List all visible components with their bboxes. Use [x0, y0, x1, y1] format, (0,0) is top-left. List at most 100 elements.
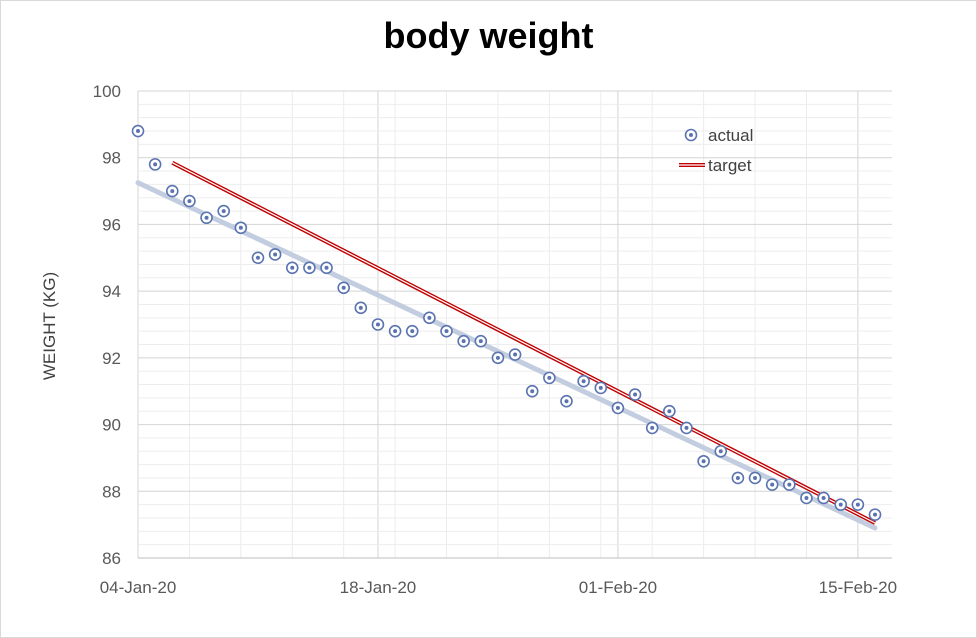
- data-point-center: [838, 502, 843, 507]
- data-point-center: [787, 482, 792, 487]
- data-point: [697, 454, 710, 468]
- data-point: [817, 491, 830, 505]
- data-point: [560, 394, 573, 408]
- data-point: [320, 261, 333, 275]
- data-point: [543, 371, 556, 385]
- data-point-center: [255, 255, 260, 260]
- x-tick-label: 01-Feb-20: [579, 578, 657, 597]
- data-point-center: [855, 502, 860, 507]
- y-tick-label: 88: [102, 482, 121, 501]
- y-tick-label: 100: [93, 82, 121, 101]
- data-point-center: [667, 409, 672, 414]
- data-point-center: [375, 322, 380, 327]
- legend-label-actual: actual: [708, 126, 753, 145]
- data-point-center: [513, 352, 518, 357]
- data-point: [765, 478, 779, 491]
- data-point-center: [187, 199, 192, 204]
- y-tick-label: 86: [102, 549, 121, 568]
- y-tick-label: 92: [102, 349, 121, 368]
- data-point: [525, 384, 539, 398]
- data-point-center: [393, 329, 398, 334]
- data-point-center: [598, 385, 603, 390]
- data-point-center: [410, 329, 415, 334]
- data-point-center: [804, 495, 809, 500]
- data-point-center: [615, 405, 620, 410]
- data-point: [440, 324, 453, 338]
- data-point: [731, 471, 745, 485]
- data-point: [508, 348, 522, 361]
- data-point-center: [478, 339, 483, 344]
- y-axis-label: WEIGHT (KG): [40, 272, 59, 380]
- target-line-inner: [172, 162, 876, 524]
- data-point-center: [290, 265, 295, 270]
- data-point-center: [324, 265, 329, 270]
- y-tick-label: 90: [102, 416, 121, 435]
- data-point: [577, 374, 590, 388]
- data-point-center: [307, 265, 312, 270]
- chart-title: body weight: [383, 15, 594, 56]
- data-point-center: [495, 355, 500, 360]
- data-point-center: [358, 305, 363, 310]
- legend-marker-actual-center: [689, 133, 693, 137]
- data-point: [268, 248, 282, 261]
- legend-item-actual: actual: [684, 126, 753, 145]
- x-tick-label: 15-Feb-20: [819, 578, 897, 597]
- data-point: [491, 351, 505, 365]
- data-point-center: [273, 252, 278, 257]
- data-point: [645, 421, 659, 435]
- data-point-center: [427, 315, 432, 320]
- data-point: [337, 281, 350, 295]
- data-point: [594, 381, 608, 395]
- data-point-center: [238, 225, 243, 230]
- data-point-center: [735, 475, 740, 480]
- legend-item-target: target: [679, 156, 752, 175]
- trendline: [135, 180, 878, 531]
- data-point: [303, 261, 316, 275]
- data-point-center: [547, 375, 552, 380]
- data-point-center: [204, 215, 209, 220]
- data-point: [783, 478, 796, 491]
- data-point: [388, 324, 402, 338]
- data-point-center: [564, 399, 569, 404]
- data-point-center: [770, 482, 775, 487]
- data-point: [285, 261, 299, 275]
- data-point: [663, 404, 676, 418]
- data-point-center: [581, 379, 586, 384]
- data-point-center: [444, 329, 449, 334]
- data-point-center: [684, 425, 689, 430]
- data-point: [714, 444, 728, 458]
- data-point: [868, 508, 882, 521]
- y-tick-label: 98: [102, 149, 121, 168]
- data-point-center: [153, 162, 158, 167]
- data-point-center: [461, 339, 466, 344]
- data-point-center: [821, 495, 826, 500]
- x-tick-label: 18-Jan-20: [340, 578, 417, 597]
- data-point-center: [530, 389, 535, 394]
- y-tick-label: 96: [102, 215, 121, 234]
- data-point: [405, 324, 419, 338]
- data-point: [628, 388, 642, 401]
- data-point: [165, 184, 179, 198]
- data-point-center: [221, 209, 226, 214]
- data-point-center: [170, 189, 175, 194]
- data-point: [183, 194, 196, 208]
- data-point: [851, 498, 865, 511]
- data-point-center: [341, 285, 346, 290]
- data-point: [800, 491, 813, 505]
- data-point: [131, 124, 145, 138]
- data-point: [217, 204, 230, 218]
- data-point: [748, 471, 762, 485]
- data-point-center: [633, 392, 638, 397]
- data-point: [457, 334, 470, 348]
- data-point-center: [873, 512, 878, 517]
- data-point: [371, 318, 385, 331]
- data-point: [834, 498, 848, 511]
- legend-label-target: target: [708, 156, 752, 175]
- x-tick-label: 04-Jan-20: [100, 578, 177, 597]
- data-point: [234, 221, 248, 235]
- data-point: [251, 251, 265, 265]
- data-point: [680, 421, 693, 435]
- data-point: [148, 158, 162, 171]
- data-point-center: [650, 425, 655, 430]
